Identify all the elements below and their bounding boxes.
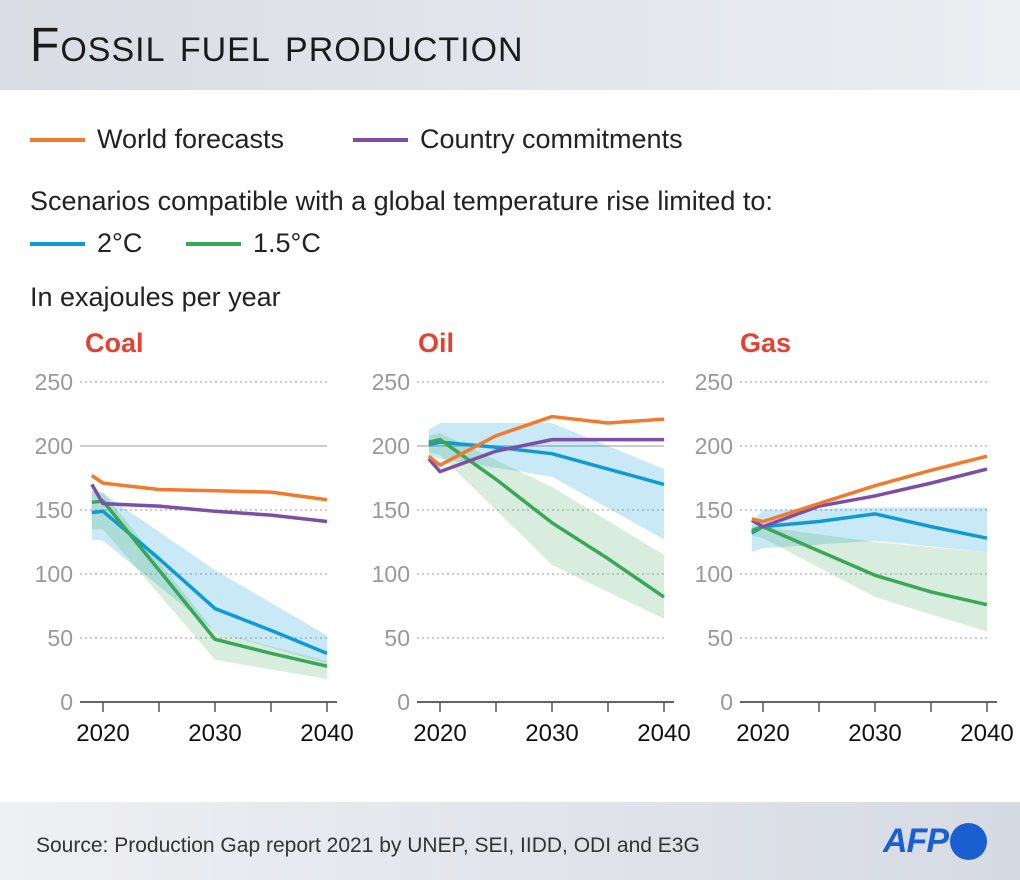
x-tick-label: 2040 <box>300 720 353 747</box>
legend-label: Country commitments <box>420 124 683 154</box>
y-tick-label: 50 <box>47 625 73 651</box>
y-tick-label: 0 <box>397 689 410 715</box>
legend-world-forecasts: World forecasts <box>30 124 284 155</box>
series-line-country-commitments <box>90 483 328 524</box>
y-tick-label: 100 <box>695 561 733 587</box>
legend-2c: 2°C <box>30 228 142 259</box>
chart-title: Fossil fuel production <box>30 19 524 72</box>
green-line-swatch <box>186 241 241 246</box>
y-tick-label: 50 <box>707 625 733 651</box>
y-tick-label: 250 <box>35 369 73 395</box>
panel-title-gas: Gas <box>740 328 792 358</box>
footer-band <box>0 802 1020 880</box>
x-tick-label: 2020 <box>413 720 466 747</box>
y-tick-label: 200 <box>372 433 410 459</box>
legend-1-5c: 1.5°C <box>186 228 321 259</box>
x-tick-label: 2040 <box>960 720 1013 747</box>
charts-svg: 0 50 100 150 200 250 2020 2030 2040 0 50 100 150 200 2… <box>35 369 1014 747</box>
x-tick-label: 2030 <box>848 720 901 747</box>
purple-line-swatch <box>353 137 408 142</box>
header-band <box>0 0 1020 90</box>
range-band-2c <box>428 422 664 540</box>
afp-logo-dot <box>950 823 987 860</box>
y-tick-label: 150 <box>695 497 733 523</box>
afp-logo: AFP <box>883 822 987 861</box>
y-tick-label: 250 <box>372 369 410 395</box>
x-tick-label: 2030 <box>188 720 241 747</box>
series-line-country-commitments <box>427 437 664 474</box>
source-note: Source: Production Gap report 2021 by UN… <box>36 834 700 857</box>
y-tick-label: 200 <box>35 433 73 459</box>
legend-label: 2°C <box>97 228 143 258</box>
legend-country-commitments: Country commitments <box>353 124 683 155</box>
series-line-2c <box>91 509 328 655</box>
series-line-world-forecasts <box>90 473 328 502</box>
blue-line-swatch <box>30 241 85 246</box>
y-tick-label: 100 <box>35 561 73 587</box>
y-tick-label: 200 <box>695 433 733 459</box>
x-tick-label: 2040 <box>637 720 690 747</box>
range-band-2c <box>91 490 327 664</box>
series-line-world-forecasts <box>427 414 665 467</box>
scenarios-intro: Scenarios compatible with a global tempe… <box>30 186 773 216</box>
x-tick-label: 2030 <box>525 720 578 747</box>
legend-label: 1.5°C <box>253 228 321 258</box>
series-line-1-5c <box>428 437 665 599</box>
y-tick-label: 250 <box>695 369 733 395</box>
y-tick-label: 50 <box>384 625 410 651</box>
y-tick-label: 0 <box>720 689 733 715</box>
y-tick-label: 100 <box>372 561 410 587</box>
x-tick-label: 2020 <box>76 720 129 747</box>
orange-line-swatch <box>30 137 85 142</box>
range-band-2c <box>751 507 987 553</box>
y-tick-label: 150 <box>35 497 73 523</box>
afp-logo-text: AFP <box>883 822 949 860</box>
y-tick-label: 150 <box>372 497 410 523</box>
range-band-1-5c <box>751 525 987 632</box>
y-tick-label: 0 <box>60 689 73 715</box>
panel-title-oil: Oil <box>418 328 455 358</box>
x-tick-label: 2020 <box>736 720 789 747</box>
series-line-world-forecasts <box>751 454 988 524</box>
range-band-1-5c <box>428 433 664 619</box>
series-line-country-commitments <box>750 467 988 529</box>
unit-label: In exajoules per year <box>30 282 281 312</box>
series-line-2c <box>428 440 665 487</box>
legend-label: World forecasts <box>97 124 285 154</box>
panel-title-coal: Coal <box>85 328 144 358</box>
